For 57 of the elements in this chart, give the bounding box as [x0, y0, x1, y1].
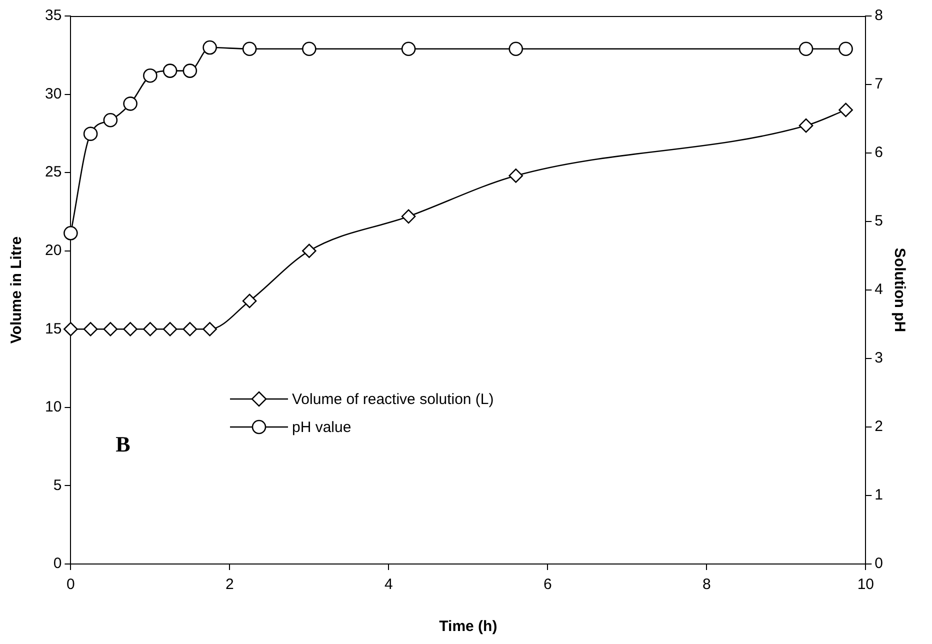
legend-label: pH value	[292, 418, 352, 436]
point	[143, 322, 158, 336]
y2-tick-label: 3	[874, 350, 883, 367]
point	[302, 42, 316, 56]
x-tick-label: 8	[702, 576, 711, 594]
point	[401, 42, 416, 56]
x-tick-label: 2	[226, 576, 234, 594]
point	[508, 42, 524, 56]
y2-tick-label: 6	[874, 144, 883, 162]
point	[838, 102, 853, 118]
point	[302, 244, 316, 258]
point	[103, 322, 118, 336]
point	[143, 68, 158, 83]
x-tick-label: 0	[66, 576, 75, 594]
point	[202, 40, 217, 55]
point	[401, 209, 416, 224]
y2-tick-label: 2	[874, 418, 883, 436]
x-tick-label: 10	[857, 576, 874, 594]
point	[242, 42, 257, 56]
point	[182, 322, 198, 336]
annotation: B	[116, 432, 131, 457]
y-tick-label: 25	[44, 164, 62, 181]
y-tick-label: 20	[44, 242, 62, 259]
y2-axis-title: Solution pH	[890, 248, 908, 332]
y-tick-label: 35	[44, 7, 62, 24]
legend-label: Volume of reactive solution (L)	[292, 390, 494, 408]
point	[798, 42, 814, 56]
y-axis-title: Volume in Litre	[8, 236, 26, 344]
point	[242, 294, 257, 308]
y-tick-label: 15	[44, 320, 62, 338]
point	[798, 118, 814, 133]
point	[162, 322, 178, 336]
y2-tick-label: 5	[874, 212, 883, 230]
point	[83, 126, 98, 141]
point	[83, 322, 98, 336]
point	[182, 64, 198, 78]
point	[838, 42, 853, 56]
point	[123, 322, 138, 336]
x-tick-label: 6	[543, 576, 552, 594]
y-tick-label: 0	[53, 555, 62, 572]
y2-tick-label: 0	[874, 555, 883, 572]
point	[64, 322, 78, 336]
point	[508, 168, 524, 183]
point	[64, 226, 78, 240]
x-tick-label: 4	[384, 576, 393, 594]
point	[202, 322, 217, 336]
point	[123, 96, 138, 111]
y2-tick-label: 8	[874, 7, 883, 24]
x-axis-title: Time (h)	[439, 618, 498, 636]
y-tick-label: 30	[44, 85, 62, 102]
y2-tick-label: 1	[874, 486, 883, 504]
point	[162, 64, 178, 78]
y2-tick-label: 7	[874, 76, 883, 93]
point	[103, 112, 118, 128]
y2-tick-label: 4	[874, 281, 883, 298]
y-tick-label: 5	[53, 476, 62, 494]
y-tick-label: 10	[44, 398, 62, 416]
